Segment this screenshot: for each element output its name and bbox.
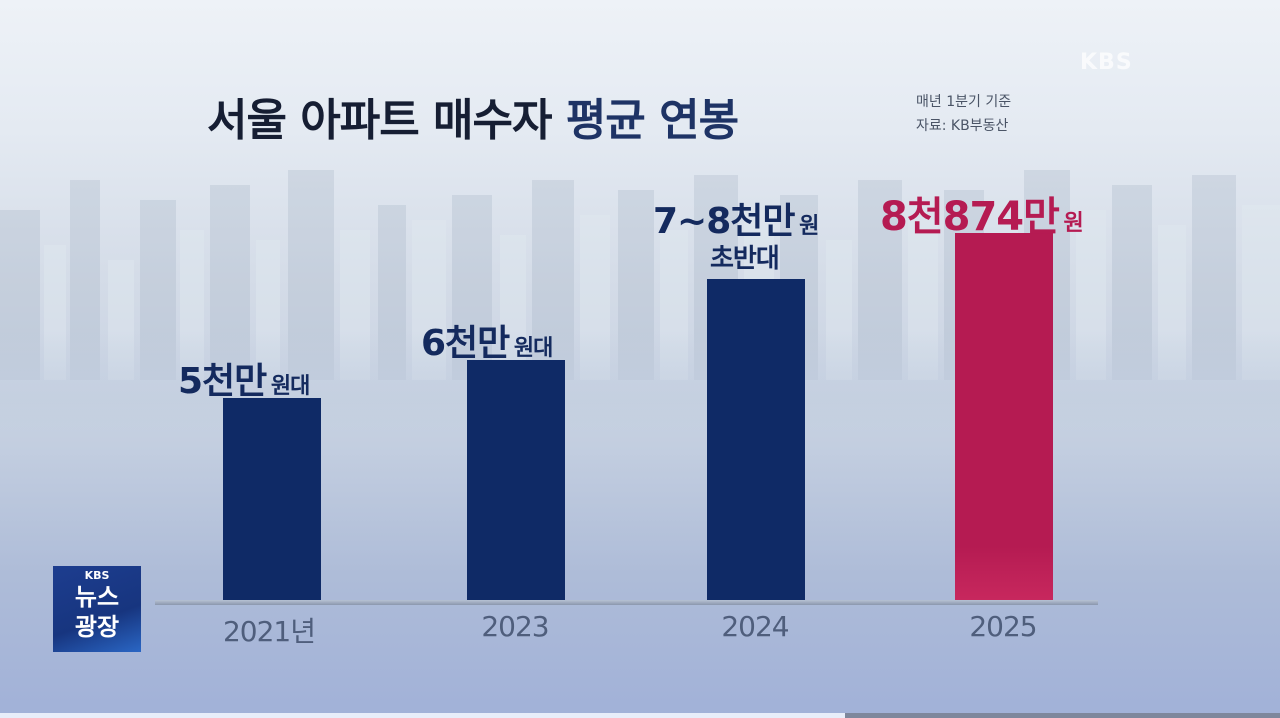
video-progress-played — [0, 713, 845, 718]
x-tick-2025: 2025 — [969, 610, 1037, 643]
note-source: 자료: KB부동산 — [916, 118, 1009, 134]
x-tick-2023: 2023 — [481, 610, 549, 643]
bar-2025 — [955, 233, 1053, 602]
x-axis-baseline — [155, 600, 1098, 605]
value-label-2024: 7~8천만 원 — [653, 201, 819, 242]
logo-kbs: KBS — [84, 569, 110, 582]
title-accent: 평균 연봉 — [565, 95, 739, 146]
news-program-logo: KBS 뉴스 광장 — [53, 566, 141, 652]
bar-2023 — [467, 360, 565, 602]
note-basis: 매년 1분기 기준 — [916, 94, 1012, 110]
video-progress-bar[interactable] — [0, 713, 1280, 718]
value-label-2021: 5천만 원대 — [178, 361, 310, 402]
logo-line2: 광장 — [74, 613, 120, 641]
value-label-2025: 8천874만 원 — [880, 194, 1084, 240]
x-tick-2024: 2024 — [721, 610, 789, 643]
value-label-2023: 6천만 원대 — [421, 323, 553, 364]
chart-title: 서울 아파트 매수자 평균 연봉 — [207, 84, 739, 148]
chart-note: 매년 1분기 기준 자료: KB부동산 — [916, 90, 1011, 138]
title-main: 서울 아파트 매수자 — [207, 95, 552, 146]
bar-2024 — [707, 279, 805, 602]
logo-line1: 뉴스 — [74, 583, 120, 611]
haze-overlay — [0, 330, 1280, 450]
value-label-2024-line2: 초반대 — [710, 244, 780, 274]
x-tick-2021: 2021년 — [222, 615, 316, 648]
kbs-watermark: KBS — [1080, 50, 1133, 75]
bar-2021 — [223, 398, 321, 602]
